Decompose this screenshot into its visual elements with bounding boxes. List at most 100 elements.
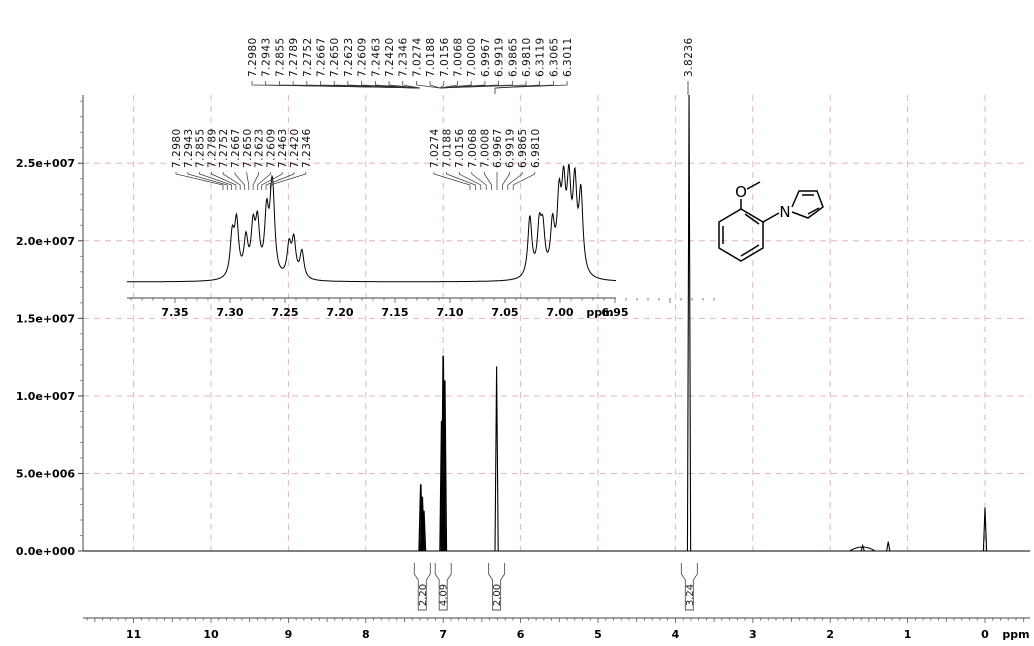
peak-label: 7.2855 <box>274 37 286 77</box>
ring-double-bond <box>744 213 760 225</box>
c-n-bond <box>762 212 780 223</box>
x-tick-label: 3 <box>749 628 757 641</box>
integral-value: 2.00 <box>492 584 503 606</box>
inset-peak-leader <box>175 172 224 190</box>
peak-leader <box>494 81 568 89</box>
peak-label: 6.3119 <box>535 37 547 77</box>
inset-peak-leader <box>246 172 250 190</box>
inset-peak-leader <box>507 172 523 190</box>
y-tick-label: 2.0e+007 <box>16 235 75 248</box>
inset-trace <box>127 164 616 283</box>
molecule-structure: ON <box>718 181 824 262</box>
integral-value: 3.24 <box>685 584 696 606</box>
axes: 0.0e+000 5.0e+006 1.0e+007 1.5e+007 2.0e+007… <box>16 95 1030 641</box>
x-tick-label: 7 <box>439 628 447 641</box>
inset-peak-label: 7.2855 <box>195 128 207 168</box>
x-axis-label: ppm <box>1002 628 1029 641</box>
inset-peak-leader <box>269 172 307 190</box>
peak-label: 7.2463 <box>370 37 382 77</box>
peak-label: 7.0188 <box>425 37 437 77</box>
peak-label: 7.2650 <box>329 37 341 77</box>
peak-label: 7.0274 <box>411 37 423 77</box>
peak-label: 7.2789 <box>288 37 300 77</box>
inset-x-tick-label: 7.25 <box>271 306 298 319</box>
inset-x-tick-label: 6.95 <box>601 306 628 319</box>
inset-peak-label: 7.0156 <box>454 128 466 168</box>
x-tick-label: 8 <box>362 628 370 641</box>
inset-peak-label: 6.9967 <box>492 128 504 168</box>
x-tick-label: 6 <box>517 628 525 641</box>
peak-leader <box>374 81 421 89</box>
atom-label-n: N <box>779 203 790 221</box>
inset-peak-label: 7.2980 <box>171 128 183 168</box>
spectrum-peak <box>494 366 499 552</box>
inset-peak-label: 7.2752 <box>218 128 230 168</box>
integral-bracket <box>413 563 431 611</box>
inset-x-tick-label: 7.00 <box>546 306 573 319</box>
peak-label: 7.2980 <box>247 37 259 77</box>
inset-peak-label: 7.2667 <box>230 128 242 168</box>
spectrum-peak <box>421 510 427 552</box>
peak-label: 7.2623 <box>343 37 355 77</box>
pyrrole-double-bond <box>807 207 820 215</box>
peak-label: 6.3011 <box>562 37 574 77</box>
y-tick-label: 2.5e+007 <box>16 157 75 170</box>
inset-peak-label: 6.9810 <box>530 128 542 168</box>
peak-label: 7.2609 <box>357 37 369 77</box>
inset-peak-leader <box>512 172 536 190</box>
peak-label: 7.2346 <box>398 37 410 77</box>
inset-peak-leader <box>199 172 232 190</box>
inset-x-axis-label: ppm <box>586 306 613 319</box>
inset-peak-label: 7.2943 <box>183 128 195 168</box>
y-tick-label: 1.0e+007 <box>16 390 75 403</box>
inset-peak-leader <box>433 172 471 190</box>
integral-value: 4.09 <box>439 584 450 606</box>
inset-peak-leader <box>211 172 237 190</box>
spectrum-peak <box>886 541 891 552</box>
inset-x-tick-label: 7.10 <box>436 306 463 319</box>
integral-bracket <box>434 563 452 611</box>
inset-peak-label: 7.0274 <box>429 128 441 168</box>
peak-leader <box>439 81 527 89</box>
spectrum-peak <box>860 543 865 552</box>
peak-label: 6.3065 <box>548 37 560 77</box>
inset-peak-leader <box>234 172 245 190</box>
peak-label: 6.9967 <box>480 37 492 77</box>
integral-bracket <box>488 563 506 611</box>
spectrum-peak <box>442 380 448 552</box>
inset-peak-leader <box>265 172 295 190</box>
inset-peak-label: 7.0068 <box>467 128 479 168</box>
x-tick-label: 10 <box>203 628 219 641</box>
peak-label: 6.9810 <box>521 37 533 77</box>
x-tick-label: 9 <box>285 628 293 641</box>
main-spectrum <box>83 94 1030 552</box>
inset-peak-label: 7.2609 <box>265 128 277 168</box>
peak-label: 7.0000 <box>466 37 478 77</box>
inset-x-tick-label: 7.05 <box>491 306 518 319</box>
inset-x-tick-label: 7.30 <box>216 306 243 319</box>
inset-peak-label: 7.2789 <box>206 128 218 168</box>
inset-peak-label: 7.0008 <box>479 128 491 168</box>
inset-peak-label: 7.2420 <box>289 128 301 168</box>
atom-label-o: O <box>735 183 747 201</box>
peak-label: 7.2752 <box>302 37 314 77</box>
integral-value: 2.20 <box>418 584 429 606</box>
y-tick-label: 0.0e+000 <box>16 545 75 558</box>
x-tick-label: 4 <box>672 628 680 641</box>
peak-label: 3.8236 <box>683 37 695 77</box>
peak-label: 6.9865 <box>507 37 519 77</box>
integral-labels: 2.20 4.09 2.00 3.24 <box>413 563 698 611</box>
pyrrole-ring <box>791 190 824 219</box>
inset-peak-leader <box>458 172 482 190</box>
inset-x-tick-label: 7.20 <box>326 306 353 319</box>
x-tick-label: 0 <box>981 628 989 641</box>
inset-peak-label: 7.2623 <box>254 128 266 168</box>
inset-peak-leader <box>502 172 510 190</box>
x-tick-label: 5 <box>594 628 602 641</box>
peak-label: 7.0068 <box>453 37 465 77</box>
grid <box>83 95 1030 551</box>
peak-leader <box>439 81 445 89</box>
x-tick-label: 11 <box>126 628 141 641</box>
spectrum-peak <box>686 94 692 552</box>
